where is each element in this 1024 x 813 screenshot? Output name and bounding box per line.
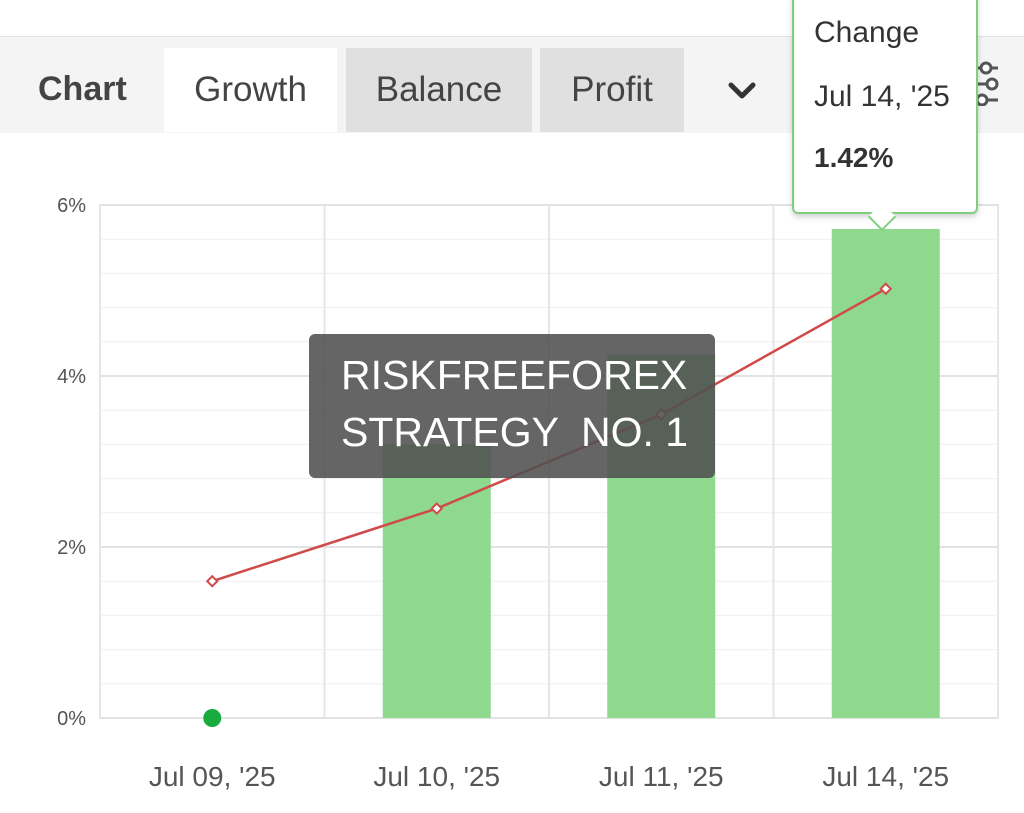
zero-point-marker	[203, 709, 222, 727]
y-tick-label: 6%	[57, 195, 86, 217]
x-tick-label: Jul 11, '25	[599, 761, 724, 792]
line-point	[879, 282, 893, 296]
x-tick-label: Jul 09, '25	[149, 761, 276, 792]
bar	[382, 444, 491, 718]
tab-profit[interactable]: Profit	[540, 48, 684, 132]
x-tick-label: Jul 10, '25	[373, 761, 500, 792]
y-tick-label: 4%	[57, 366, 86, 388]
tab-balance[interactable]: Balance	[346, 48, 532, 132]
line-point	[205, 574, 219, 588]
tooltip-date: Jul 14, '25	[814, 80, 950, 113]
watermark-line-2: STRATEGY NO. 1	[341, 409, 689, 455]
top-divider	[0, 36, 1024, 37]
chart-title: Chart	[38, 70, 127, 108]
y-tick-label: 0%	[57, 708, 86, 730]
bar	[831, 228, 940, 718]
tooltip-value: 1.42%	[814, 142, 894, 173]
sliders-icon[interactable]	[972, 60, 1000, 106]
tooltip-label: Change	[814, 16, 920, 49]
watermark-line-1: RISKFREEFOREX	[341, 352, 688, 398]
y-tick-label: 2%	[57, 537, 86, 559]
line-point	[430, 502, 444, 515]
tab-growth[interactable]: Growth	[164, 48, 337, 132]
chevron-down-icon[interactable]	[722, 78, 762, 104]
strategy-watermark: RISKFREEFOREX STRATEGY NO. 1	[309, 334, 715, 478]
value-tooltip: Change Jul 14, '25 1.42%	[792, 0, 978, 214]
x-tick-label: Jul 14, '25	[822, 761, 949, 792]
